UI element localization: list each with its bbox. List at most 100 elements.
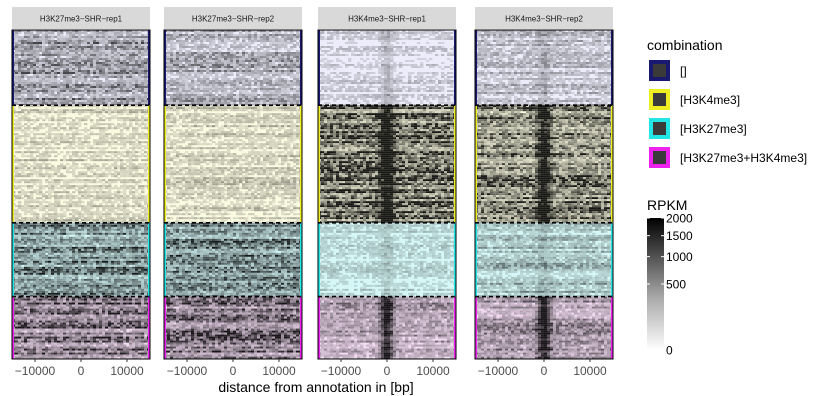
heatmap-cell xyxy=(126,199,129,201)
heatmap-cell xyxy=(15,34,18,36)
heatmap-cell xyxy=(129,235,132,237)
heatmap-cell xyxy=(39,175,42,177)
heatmap-cell xyxy=(63,72,66,74)
heatmap-cell xyxy=(60,209,63,211)
heatmap-cell xyxy=(129,100,132,102)
heatmap-cell xyxy=(120,102,123,104)
heatmap-cell xyxy=(57,231,60,233)
heatmap-cell xyxy=(24,34,27,36)
heatmap-cell xyxy=(132,243,135,245)
heatmap-cell xyxy=(114,155,117,157)
heatmap-cell xyxy=(72,78,75,80)
heatmap-cell xyxy=(87,189,90,191)
heatmap-cell xyxy=(120,133,123,135)
heatmap-cell xyxy=(144,60,147,62)
heatmap-cell xyxy=(117,195,120,197)
heatmap-cell xyxy=(63,94,66,96)
heatmap-cell xyxy=(33,80,36,82)
heatmap-cell xyxy=(117,80,120,82)
heatmap-cell xyxy=(138,255,141,257)
heatmap-cell xyxy=(18,185,21,187)
heatmap-cell xyxy=(51,66,54,68)
heatmap-cell xyxy=(120,48,123,50)
heatmap-cell xyxy=(105,62,108,64)
heatmap-cell xyxy=(63,46,66,48)
heatmap-cell xyxy=(117,231,120,233)
heatmap-cell xyxy=(45,125,48,127)
heatmap-cell xyxy=(63,135,66,137)
heatmap-cell xyxy=(48,247,51,249)
heatmap-cell xyxy=(105,247,108,249)
heatmap-cell xyxy=(78,119,81,121)
heatmap-cell xyxy=(132,64,135,66)
heatmap-cell xyxy=(99,211,102,213)
heatmap-cell xyxy=(51,44,54,46)
heatmap-cell xyxy=(66,76,69,78)
heatmap-cell xyxy=(102,98,105,100)
heatmap-cell xyxy=(117,36,120,38)
heatmap-cell xyxy=(60,237,63,239)
heatmap-cell xyxy=(75,46,78,48)
heatmap-cell xyxy=(132,175,135,177)
heatmap-cell xyxy=(93,189,96,191)
heatmap-cell xyxy=(63,113,66,115)
heatmap-cell xyxy=(42,159,45,161)
heatmap-cell xyxy=(138,66,141,68)
heatmap-cell xyxy=(132,62,135,64)
heatmap-cell xyxy=(57,62,60,64)
heatmap-cell xyxy=(54,225,57,227)
heatmap-cell xyxy=(114,193,117,195)
heatmap-cell xyxy=(99,50,102,52)
heatmap-cell xyxy=(39,155,42,157)
heatmap-cell xyxy=(69,82,72,84)
heatmap-cell xyxy=(90,233,93,235)
heatmap-cell xyxy=(132,259,135,261)
heatmap-cell xyxy=(21,44,24,46)
heatmap-cell xyxy=(126,90,129,92)
heatmap-cell xyxy=(132,231,135,233)
heatmap-cell xyxy=(90,191,93,193)
heatmap-cell xyxy=(141,219,144,221)
heatmap-cell xyxy=(84,96,87,98)
heatmap-cell xyxy=(21,173,24,175)
heatmap-cell xyxy=(36,102,39,104)
heatmap-cell xyxy=(105,203,108,205)
heatmap-cell xyxy=(102,215,105,217)
heatmap-cell xyxy=(66,109,69,111)
heatmap-cell xyxy=(78,62,81,64)
heatmap-cell xyxy=(24,199,27,201)
heatmap-cell xyxy=(96,90,99,92)
heatmap-cell xyxy=(45,52,48,54)
heatmap-cell xyxy=(24,255,27,257)
heatmap-cell xyxy=(120,42,123,44)
heatmap-cell xyxy=(117,253,120,255)
heatmap-cell xyxy=(87,82,90,84)
heatmap-cell xyxy=(72,64,75,66)
heatmap-cell xyxy=(87,151,90,153)
heatmap-cell xyxy=(24,38,27,40)
heatmap-cell xyxy=(75,151,78,153)
heatmap-cell xyxy=(135,241,138,243)
heatmap-cell xyxy=(30,147,33,149)
heatmap-cell xyxy=(102,36,105,38)
heatmap-cell xyxy=(18,50,21,52)
heatmap-cell xyxy=(135,131,138,133)
heatmap-cell xyxy=(66,123,69,125)
heatmap-cell xyxy=(102,60,105,62)
heatmap-cell xyxy=(141,117,144,119)
heatmap-cell xyxy=(135,251,138,253)
heatmap-cell xyxy=(21,102,24,104)
heatmap-cell xyxy=(33,60,36,62)
heatmap-cell xyxy=(81,40,84,42)
heatmap-cell xyxy=(96,113,99,115)
heatmap-cell xyxy=(15,209,18,211)
heatmap-cell xyxy=(78,72,81,74)
heatmap-cell xyxy=(117,137,120,139)
heatmap-cell xyxy=(48,205,51,207)
heatmap-cell xyxy=(75,243,78,245)
heatmap-cell xyxy=(30,247,33,249)
heatmap-cell xyxy=(51,127,54,129)
heatmap-cell xyxy=(123,181,126,183)
heatmap-cell xyxy=(72,195,75,197)
heatmap-cell xyxy=(120,123,123,125)
